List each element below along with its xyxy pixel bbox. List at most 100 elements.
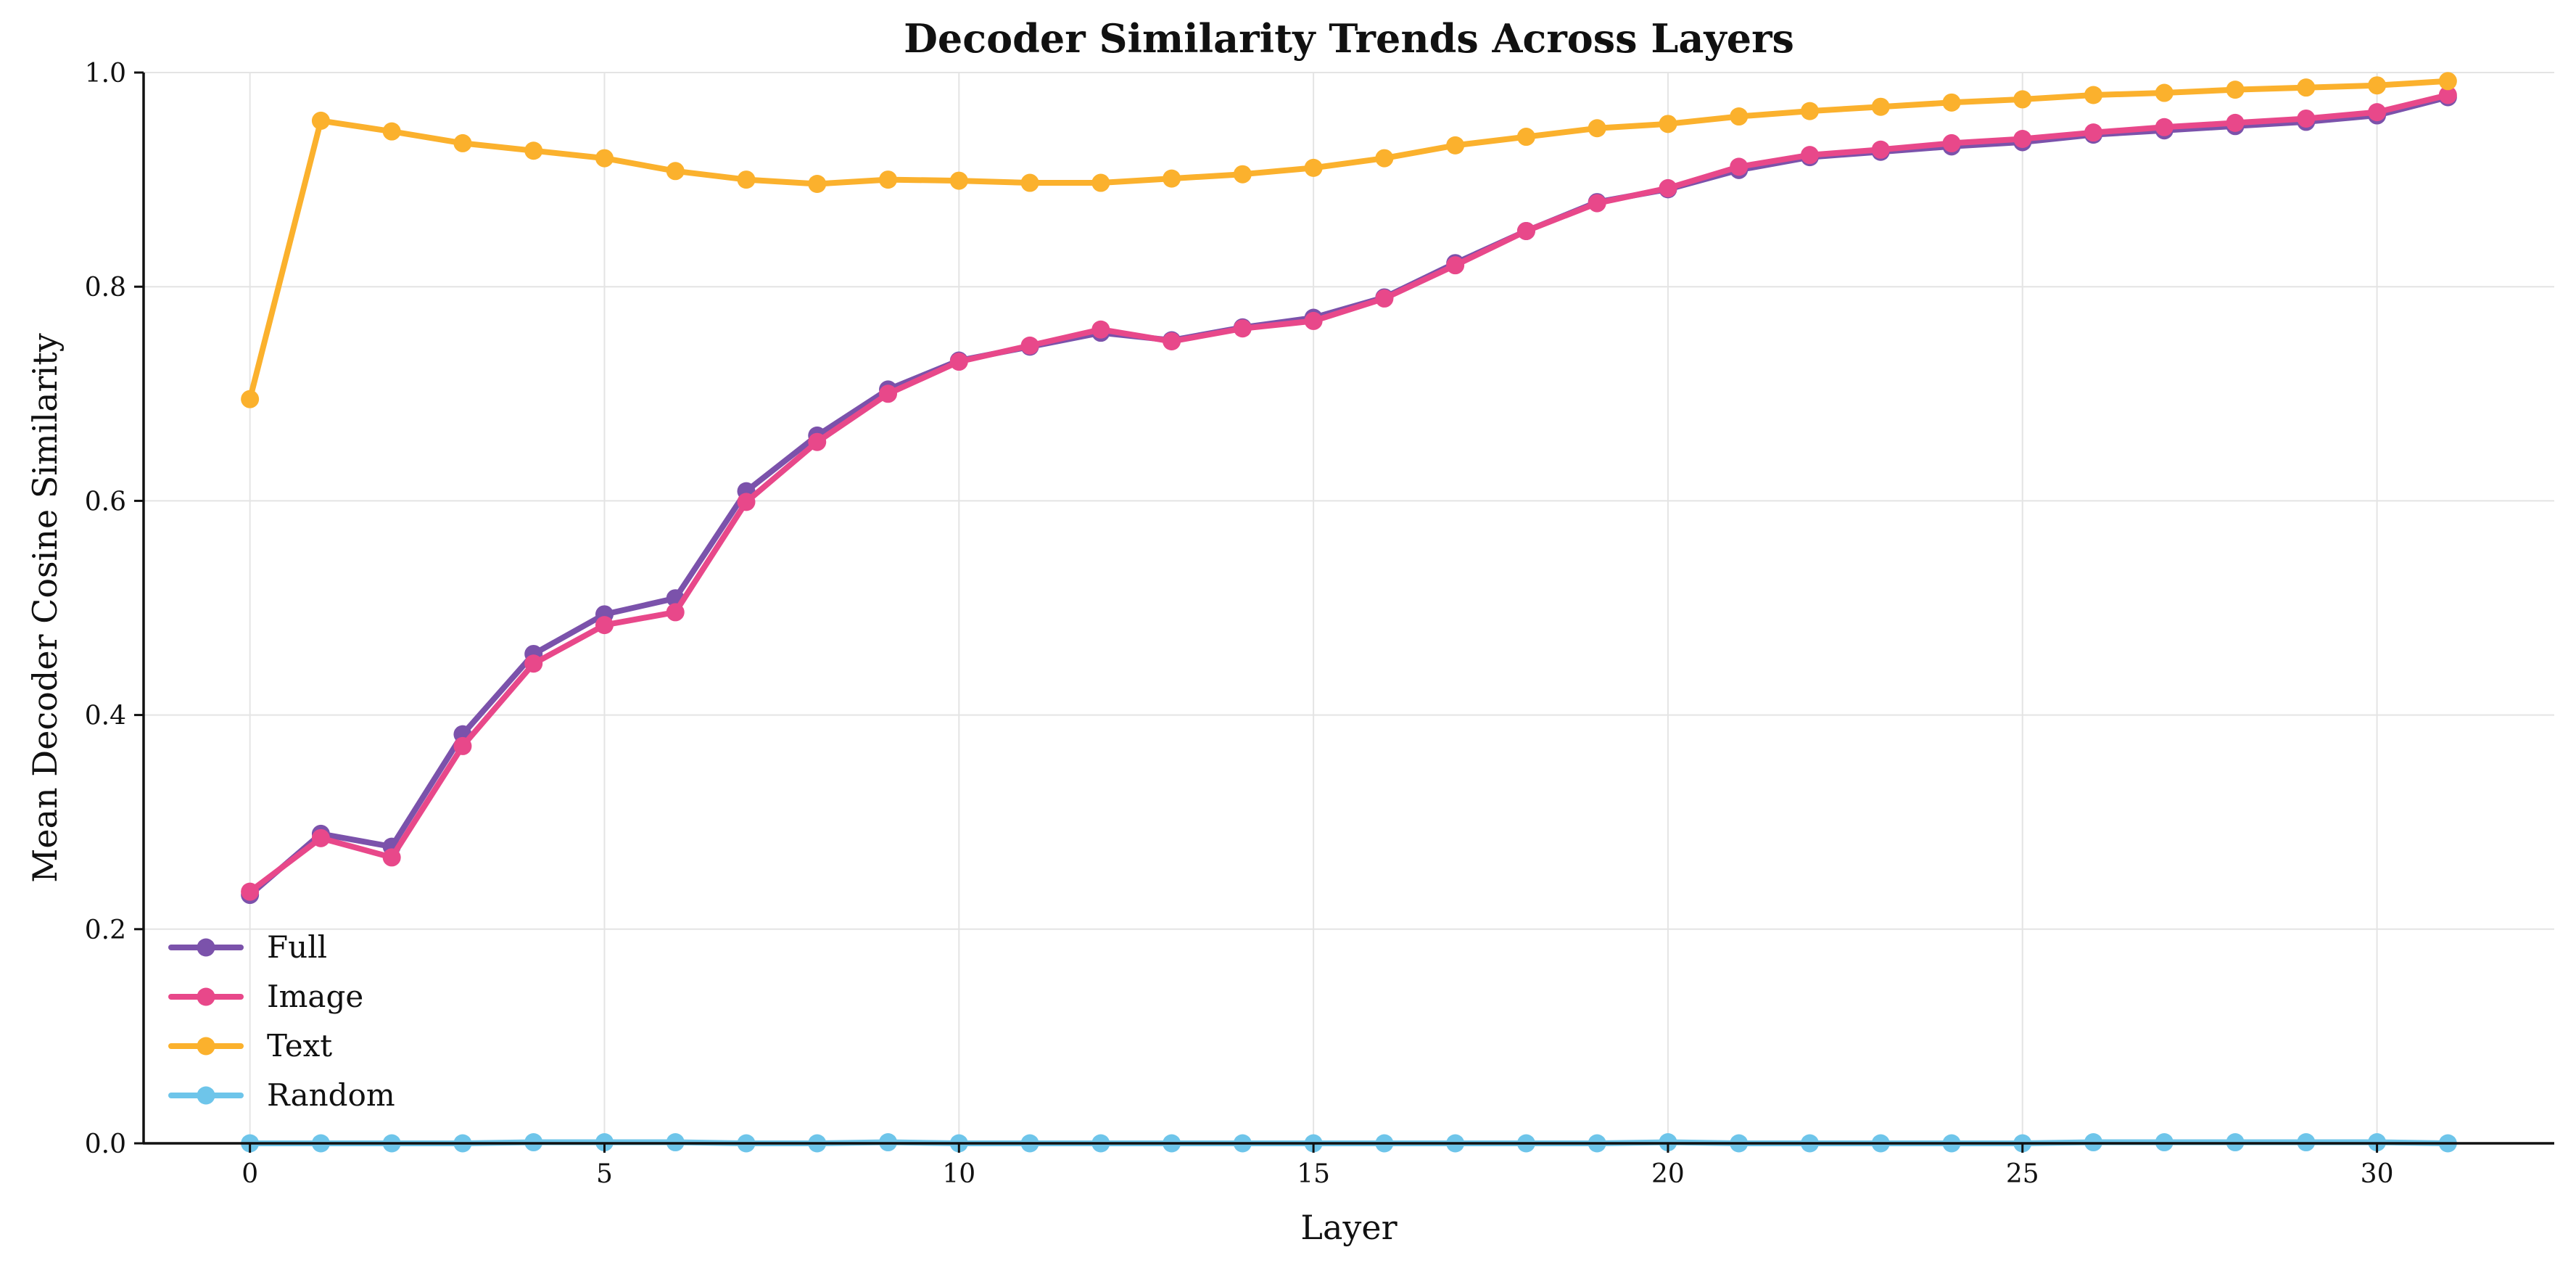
y-tick-label: 0.6 — [85, 487, 126, 517]
y-tick-label: 0.8 — [85, 273, 126, 303]
x-tick-label: 30 — [2361, 1159, 2394, 1189]
data-point-image — [2155, 118, 2174, 136]
axes — [134, 71, 2554, 1153]
legend-item-random: Random — [168, 1077, 395, 1113]
legend-label: Image — [267, 979, 363, 1014]
tick-labels: 0 5 10 15 20 25 30 0.0 0.2 0.4 0.6 0.8 1.0 — [85, 59, 2394, 1189]
data-point-text — [453, 133, 472, 152]
data-point-text — [737, 170, 756, 189]
data-point-image — [2368, 103, 2387, 122]
data-point-image — [453, 736, 472, 755]
data-point-text — [382, 122, 401, 141]
data-point-text — [1871, 97, 1890, 116]
data-point-image — [2084, 123, 2103, 142]
data-point-text — [1588, 119, 1606, 138]
data-point-text — [1942, 93, 1961, 112]
legend-swatch-marker — [197, 987, 215, 1006]
legend-item-full: Full — [168, 929, 327, 965]
legend-swatch-marker — [197, 938, 215, 957]
data-point-text — [524, 141, 543, 160]
x-axis-label: Layer — [1300, 1208, 1397, 1247]
legend-item-image: Image — [168, 979, 363, 1014]
chart-title: Decoder Similarity Trends Across Layers — [904, 15, 1794, 62]
data-point-image — [1091, 320, 1110, 339]
legend-label: Text — [267, 1028, 332, 1064]
data-point-text — [949, 171, 968, 190]
data-point-image — [1516, 221, 1535, 240]
data-point-text — [1375, 149, 1394, 168]
data-point-image — [1659, 178, 1677, 197]
data-point-image — [1375, 289, 1394, 308]
data-point-image — [2226, 113, 2245, 132]
data-point-image — [311, 828, 330, 847]
data-point-text — [1446, 136, 1465, 155]
x-tick-label: 5 — [596, 1159, 613, 1189]
data-point-text — [1163, 169, 1181, 188]
data-point-image — [1233, 319, 1252, 338]
legend-item-text: Text — [168, 1028, 332, 1064]
y-tick-label: 0.4 — [85, 702, 126, 731]
data-point-image — [1871, 140, 1890, 159]
data-point-image — [2438, 86, 2457, 104]
y-tick-label: 1.0 — [85, 59, 126, 89]
data-point-image — [666, 603, 685, 622]
y-tick-label: 0.2 — [85, 916, 126, 945]
data-point-text — [1659, 115, 1677, 133]
data-point-image — [1800, 146, 1819, 165]
data-point-image — [808, 432, 827, 451]
data-point-image — [949, 353, 968, 371]
y-axis-label: Mean Decoder Cosine Similarity — [25, 333, 65, 882]
x-tick-label: 10 — [942, 1159, 975, 1189]
data-point-text — [595, 149, 614, 168]
plot-series — [241, 72, 2457, 1153]
data-point-text — [2368, 76, 2387, 95]
legend-label: Random — [267, 1077, 395, 1113]
data-point-text — [1516, 128, 1535, 147]
data-point-text — [2297, 78, 2316, 97]
data-point-image — [737, 493, 756, 511]
legend-label: Full — [267, 929, 327, 965]
data-point-text — [2155, 83, 2174, 102]
legend-swatch-marker — [197, 1037, 215, 1056]
data-point-image — [524, 654, 543, 673]
x-tick-label: 20 — [1651, 1159, 1685, 1189]
data-point-image — [1163, 332, 1181, 350]
data-point-text — [1020, 173, 1039, 192]
legend: Full Image Text Random — [168, 929, 395, 1113]
data-point-text — [666, 162, 685, 181]
data-point-image — [879, 384, 898, 403]
data-point-text — [2226, 81, 2245, 99]
series-line-image — [247, 92, 2451, 895]
data-point-image — [2297, 109, 2316, 128]
data-point-image — [595, 616, 614, 635]
legend-swatch-marker — [197, 1086, 215, 1105]
data-point-text — [1091, 173, 1110, 192]
data-point-text — [2013, 90, 2032, 109]
data-point-text — [1304, 158, 1323, 177]
data-point-text — [1233, 165, 1252, 184]
data-point-image — [1942, 133, 1961, 152]
data-point-text — [1730, 107, 1749, 126]
data-point-text — [808, 175, 827, 194]
data-point-text — [1800, 102, 1819, 120]
x-tick-label: 0 — [242, 1159, 258, 1189]
data-point-image — [1730, 157, 1749, 176]
data-point-image — [382, 848, 401, 867]
data-point-image — [2013, 130, 2032, 149]
y-tick-label: 0.0 — [85, 1130, 126, 1159]
data-point-text — [879, 170, 898, 189]
data-point-text — [2438, 72, 2457, 91]
data-point-text — [241, 390, 260, 408]
data-point-text — [2084, 86, 2103, 104]
data-point-text — [311, 111, 330, 130]
series-line-text — [247, 78, 2451, 403]
data-point-image — [1020, 336, 1039, 355]
data-point-image — [1588, 194, 1606, 213]
x-tick-label: 15 — [1297, 1159, 1330, 1189]
x-tick-label: 25 — [2006, 1159, 2039, 1189]
data-point-image — [1304, 311, 1323, 330]
data-point-image — [241, 882, 260, 901]
data-point-image — [1446, 256, 1465, 275]
